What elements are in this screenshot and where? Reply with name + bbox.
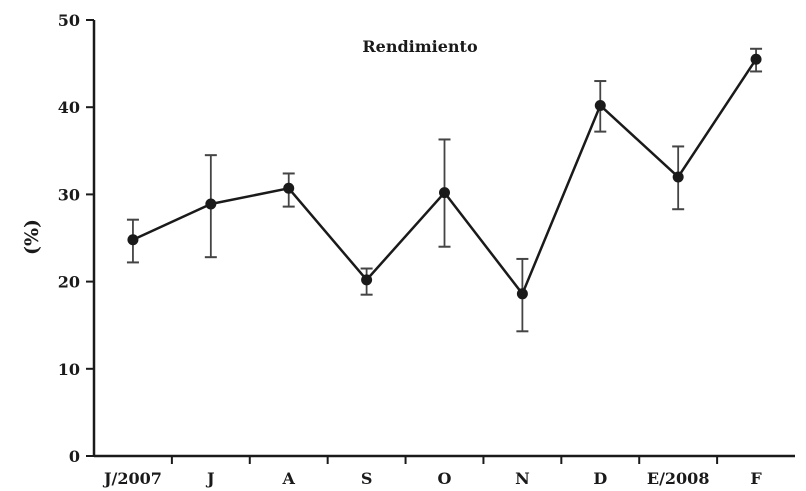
y-ticks: 0 10 20 30 40 50 <box>58 11 94 466</box>
x-tick-label: J <box>205 469 215 488</box>
data-points <box>127 53 762 300</box>
y-tick-label: 30 <box>58 185 80 204</box>
x-tick-label: J/2007 <box>102 469 162 488</box>
x-tick-label: O <box>438 469 452 488</box>
y-axis-label: (%) <box>21 219 43 255</box>
data-point <box>283 182 295 194</box>
x-tick-label: F <box>750 469 762 488</box>
axes <box>92 20 795 458</box>
data-point <box>127 234 139 246</box>
data-point <box>750 53 762 65</box>
x-tick-label: A <box>282 469 296 488</box>
y-tick-label: 50 <box>58 11 80 30</box>
data-point <box>361 274 373 286</box>
x-tick-label: N <box>515 469 530 488</box>
data-point <box>594 99 606 111</box>
y-tick-label: 0 <box>69 447 80 466</box>
y-tick-label: 40 <box>58 98 80 117</box>
data-point <box>672 171 684 183</box>
y-tick-label: 20 <box>58 273 80 292</box>
x-ticks: J/2007 J A S O N D E/2008 F <box>102 456 762 488</box>
data-point <box>205 198 217 210</box>
y-tick-label: 10 <box>58 360 80 379</box>
x-tick-label: S <box>361 469 373 488</box>
data-point <box>516 288 528 300</box>
x-tick-label: E/2008 <box>647 469 710 488</box>
x-tick-label: D <box>593 469 607 488</box>
chart-title: Rendimiento <box>362 37 478 56</box>
data-point <box>439 187 450 199</box>
